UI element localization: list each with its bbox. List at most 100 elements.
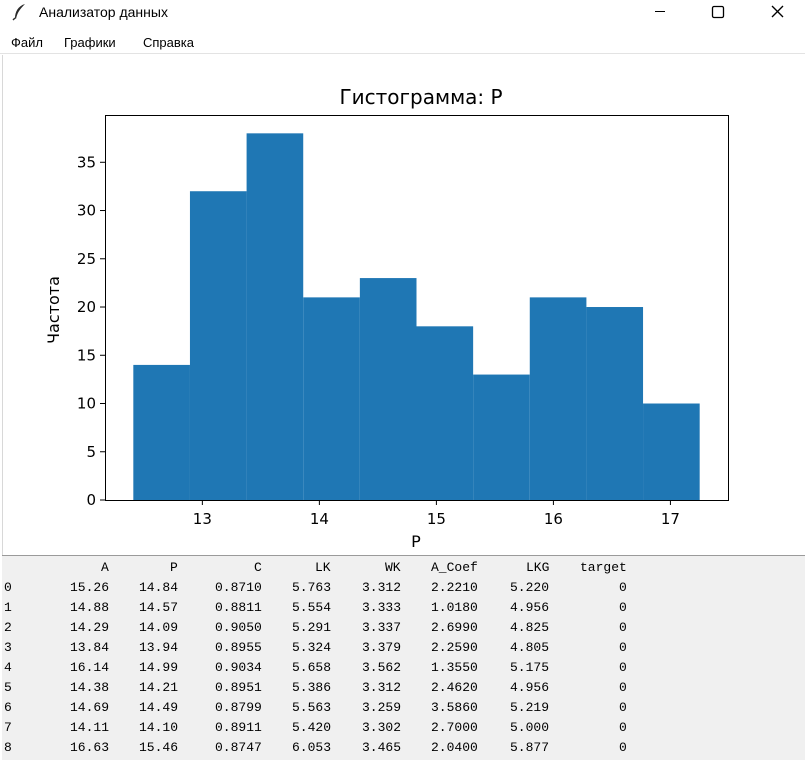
histogram-bar [643, 403, 700, 500]
table-cell: 5.219 [510, 700, 550, 715]
row-index: 2 [4, 620, 12, 635]
table-cell: 5.291 [292, 620, 332, 635]
column-header: A_Coef [431, 560, 478, 575]
table-cell: 16.63 [70, 740, 110, 755]
table-cell: 5.420 [292, 720, 332, 735]
y-tick-label: 25 [77, 250, 96, 268]
y-tick-label: 20 [77, 298, 96, 316]
table-cell: 0 [619, 720, 627, 735]
table-cell: 0 [619, 680, 627, 695]
column-header: P [170, 560, 178, 575]
table-cell: 15.46 [139, 740, 179, 755]
table-cell: 0 [619, 700, 627, 715]
table-cell: 2.7000 [431, 720, 478, 735]
table-row: 7 14.11 14.10 0.8911 5.420 3.302 2.7000 5.000 0 [4, 718, 794, 738]
x-tick-label: 17 [661, 510, 680, 528]
table-cell: 2.2590 [431, 640, 478, 655]
table-cell: 16.14 [70, 660, 110, 675]
table-cell: 2.2210 [431, 580, 478, 595]
table-row: 8 16.63 15.46 0.8747 6.053 3.465 2.0400 5.877 0 [4, 738, 794, 758]
table-cell: 3.465 [362, 740, 402, 755]
histogram-bar [246, 133, 304, 500]
histogram-bar [359, 278, 417, 500]
column-header: C [254, 560, 262, 575]
histogram-bar [303, 297, 360, 500]
column-header: target [580, 560, 627, 575]
histogram-chart: Гистограмма: P 0 5 10 15 20 25 30 35 13 14 15 16 17… [44, 85, 729, 551]
table-cell: 14.11 [70, 720, 110, 735]
close-button[interactable] [754, 0, 800, 24]
table-cell: 13.94 [139, 640, 179, 655]
menu-help[interactable]: Справка [143, 35, 194, 50]
table-cell: 3.259 [362, 700, 402, 715]
chart-canvas: Гистограмма: P 0 5 10 15 20 25 30 35 13 14 15 16 17… [2, 55, 805, 555]
maximize-icon [711, 5, 725, 19]
maximize-button[interactable] [694, 0, 740, 24]
row-index: 8 [4, 740, 12, 755]
table-row: 1 14.88 14.57 0.8811 5.554 3.333 1.0180 4.956 0 [4, 598, 794, 618]
histogram-bar [416, 326, 474, 500]
table-row: 2 14.29 14.09 0.9050 5.291 3.337 2.6990 4.825 0 [4, 618, 794, 638]
table-cell: 5.324 [292, 640, 332, 655]
table-cell: 5.554 [292, 600, 332, 615]
table-cell: 0 [619, 580, 627, 595]
row-index: 7 [4, 720, 12, 735]
x-tick-label: 16 [544, 510, 563, 528]
data-table-panel[interactable]: A P C LK WK A_Coef LKG target 0 15.26 14.84 0.8710 5… [2, 555, 805, 760]
table-row: 6 14.69 14.49 0.8799 5.563 3.259 3.5860 5.219 0 [4, 698, 794, 718]
window-title: Анализатор данных [39, 4, 168, 20]
table-cell: 5.000 [510, 720, 550, 735]
y-tick-label: 5 [86, 443, 96, 461]
table-cell: 3.312 [362, 580, 402, 595]
table-cell: 4.956 [510, 680, 550, 695]
table-cell: 3.337 [362, 620, 402, 635]
y-tick-label: 30 [77, 202, 96, 220]
table-cell: 0 [619, 620, 627, 635]
table-row: 5 14.38 14.21 0.8951 5.386 3.312 2.4620 4.956 0 [4, 678, 794, 698]
histogram-bar [586, 307, 644, 500]
row-index: 3 [4, 640, 12, 655]
x-axis: 13 14 15 16 17 [193, 500, 680, 528]
table-cell: 2.4620 [431, 680, 478, 695]
table-cell: 0.8710 [215, 580, 262, 595]
plot-frame [105, 115, 729, 501]
table-cell: 3.562 [362, 660, 402, 675]
table-cell: 5.658 [292, 660, 332, 675]
title-bar: Анализатор данных [0, 0, 805, 24]
y-tick-label: 0 [86, 491, 96, 509]
table-cell: 14.10 [139, 720, 179, 735]
table-cell: 5.386 [292, 680, 332, 695]
row-index: 1 [4, 600, 12, 615]
chart-title: Гистограмма: P [339, 85, 502, 109]
y-tick-label: 15 [77, 346, 96, 364]
table-cell: 14.88 [70, 600, 110, 615]
table-cell: 14.21 [139, 680, 179, 695]
table-cell: 5.175 [510, 660, 550, 675]
table-cell: 14.69 [70, 700, 110, 715]
table-cell: 13.84 [70, 640, 110, 655]
table-row: 4 16.14 14.99 0.9034 5.658 3.562 1.3550 5.175 0 [4, 658, 794, 678]
table-cell: 2.0400 [431, 740, 478, 755]
menu-file[interactable]: Файл [11, 35, 43, 50]
table-cell: 4.956 [510, 600, 550, 615]
feather-icon [12, 4, 25, 21]
minimize-button[interactable] [637, 0, 683, 24]
table-cell: 3.302 [362, 720, 402, 735]
row-index: 6 [4, 700, 12, 715]
table-cell: 0.8799 [215, 700, 262, 715]
table-cell: 14.09 [139, 620, 179, 635]
table-cell: 0 [619, 640, 627, 655]
table-cell: 0.8811 [215, 600, 262, 615]
table-cell: 0.8911 [215, 720, 262, 735]
x-axis-label: P [411, 532, 421, 551]
menu-charts[interactable]: Графики [64, 35, 116, 50]
table-cell: 6.053 [292, 740, 332, 755]
minimize-icon [655, 11, 665, 12]
column-header: LKG [526, 560, 550, 575]
column-header: LK [315, 560, 331, 575]
x-tick-label: 14 [310, 510, 329, 528]
table-cell: 3.5860 [431, 700, 478, 715]
x-tick-label: 13 [193, 510, 212, 528]
table-cell: 14.84 [139, 580, 179, 595]
table-row: 3 13.84 13.94 0.8955 5.324 3.379 2.2590 4.805 0 [4, 638, 794, 658]
